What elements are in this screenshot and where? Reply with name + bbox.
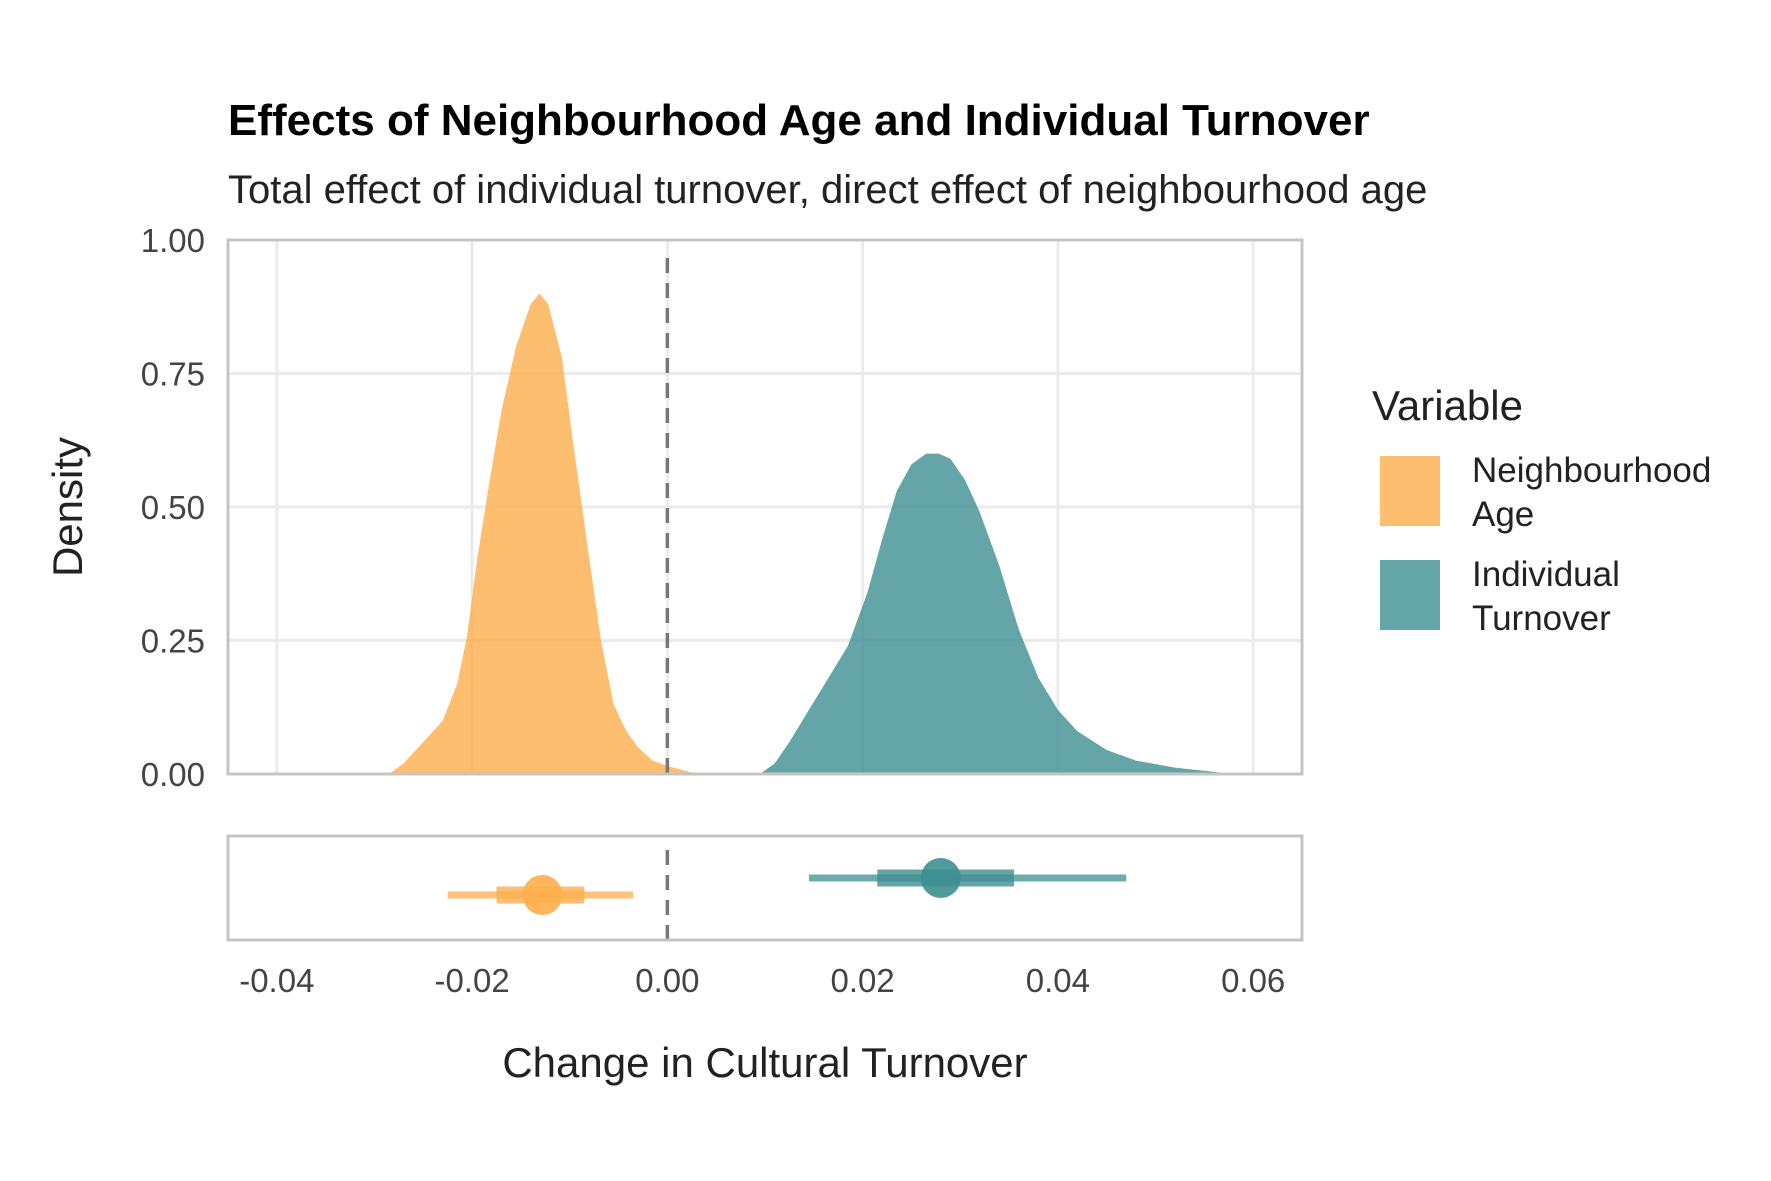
x-tick-label: 0.04 bbox=[1026, 962, 1090, 999]
chart-subtitle: Total effect of individual turnover, dir… bbox=[228, 168, 1427, 212]
x-axis-ticks: -0.04 -0.02 0.00 0.02 0.04 0.06 bbox=[239, 962, 1285, 999]
y-axis-ticks: 0.00 0.25 0.50 0.75 1.00 bbox=[141, 222, 205, 793]
legend-label-0: Neighbourhood Age bbox=[1472, 451, 1711, 534]
x-tick-label: 0.02 bbox=[831, 962, 895, 999]
legend-key-1 bbox=[1380, 560, 1440, 630]
legend-title: Variable bbox=[1372, 382, 1523, 429]
y-tick-label: 0.00 bbox=[141, 756, 205, 793]
x-tick-label: -0.04 bbox=[239, 962, 314, 999]
y-tick-label: 0.75 bbox=[141, 356, 205, 393]
interval-point-neighbourhood-age bbox=[522, 875, 563, 915]
density-area-individual-turnover bbox=[760, 453, 1234, 774]
legend: Variable Neighbourhood Age Individual Turno… bbox=[1372, 382, 1711, 638]
x-tick-label: 0.06 bbox=[1221, 962, 1285, 999]
x-axis-title: Change in Cultural Turnover bbox=[502, 1039, 1027, 1086]
y-tick-label: 0.25 bbox=[141, 623, 205, 660]
legend-key-0 bbox=[1380, 456, 1440, 526]
interval-point-individual-turnover bbox=[920, 858, 961, 898]
y-axis-title: Density bbox=[44, 437, 91, 577]
density-panel-border bbox=[226, 238, 1304, 776]
gridlines bbox=[228, 238, 1302, 776]
legend-label-1: Individual Turnover bbox=[1472, 555, 1620, 638]
density-area-neighbourhood-age bbox=[389, 293, 697, 774]
y-tick-label: 1.00 bbox=[141, 222, 205, 259]
interval-panel-border bbox=[226, 834, 1304, 942]
y-tick-label: 0.50 bbox=[141, 489, 205, 526]
x-tick-label: -0.02 bbox=[434, 962, 509, 999]
density-areas bbox=[389, 293, 1234, 774]
interval-panel bbox=[447, 858, 1127, 915]
x-tick-label: 0.00 bbox=[635, 962, 699, 999]
chart-title: Effects of Neighbourhood Age and Individ… bbox=[228, 96, 1370, 145]
